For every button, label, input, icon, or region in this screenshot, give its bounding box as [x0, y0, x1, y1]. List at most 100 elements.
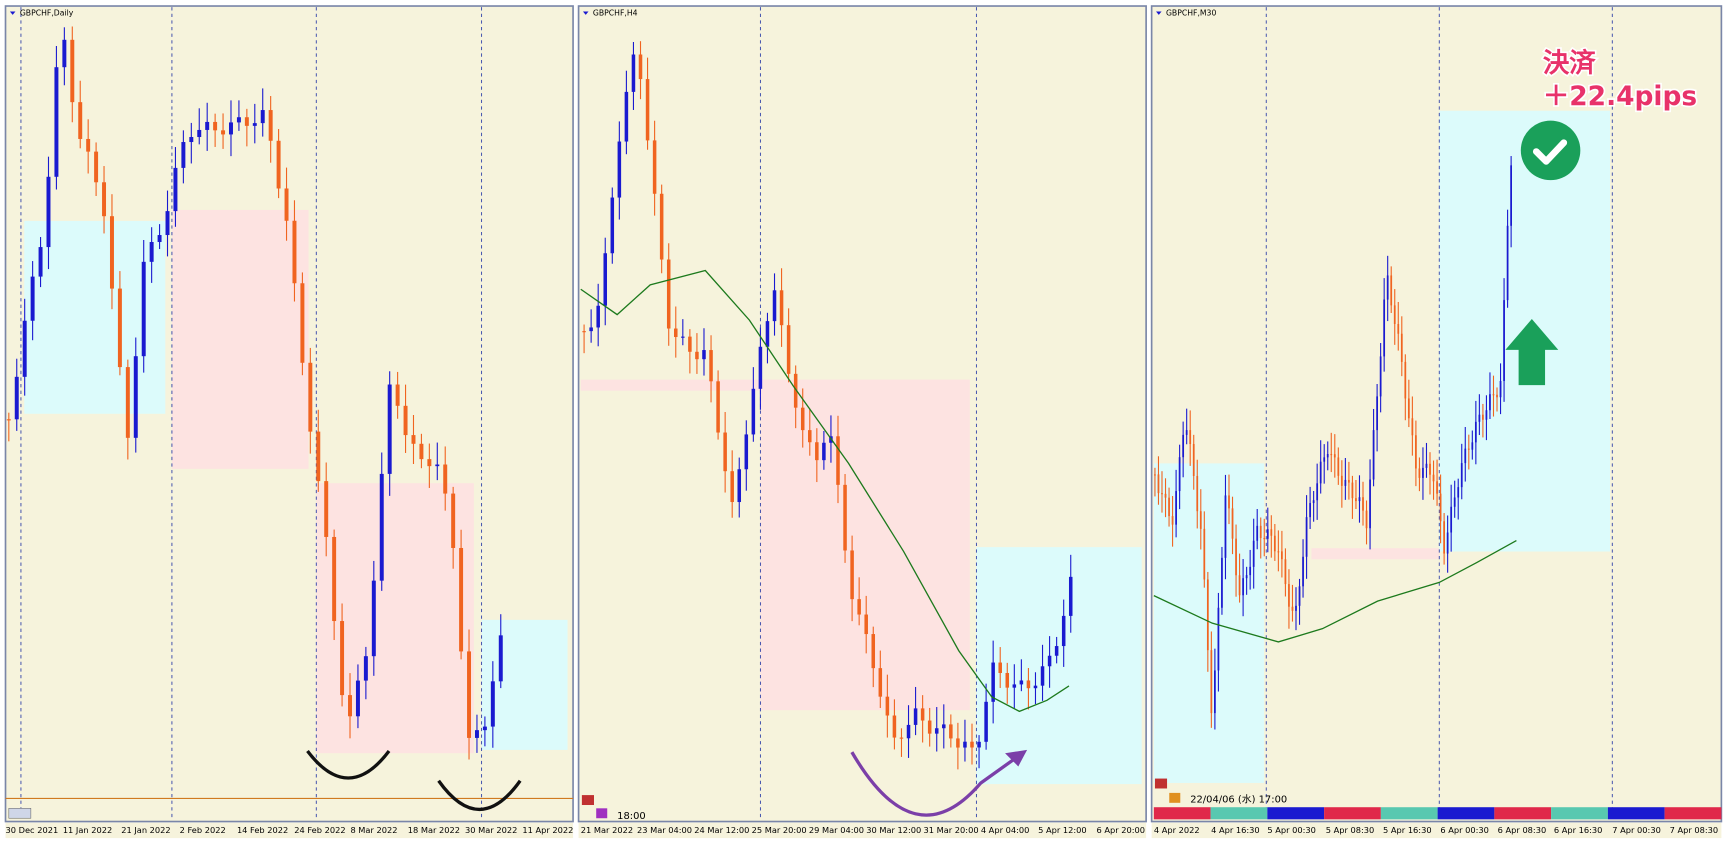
chart-panel: GBPCHF,M30 4 Apr 2022 4 Apr 16:30 5 Apr 00:…: [1150, 5, 1723, 839]
candle-body: [596, 305, 600, 328]
candle-body: [1238, 575, 1241, 596]
candle-body: [78, 102, 83, 139]
candle-body: [348, 695, 352, 717]
candle-body: [772, 290, 777, 322]
check-mark: [1532, 139, 1568, 165]
candle-body: [1012, 684, 1017, 688]
candle-body: [133, 356, 138, 438]
panel-menu-arrow: [1156, 11, 1162, 15]
x-axis-label: 21 Mar 2022: [581, 825, 633, 835]
candle-body: [1298, 586, 1301, 606]
candle-body: [94, 151, 99, 183]
candle-body: [1192, 444, 1195, 476]
candle-body: [1478, 414, 1481, 422]
candle-body: [1432, 474, 1435, 482]
candle-body: [1214, 670, 1216, 714]
x-axis-label: 6 Apr 20:00: [1097, 825, 1146, 835]
candle-body: [363, 656, 368, 681]
candle-body: [1471, 442, 1474, 450]
candle-body: [1196, 475, 1199, 512]
x-axis-label: 5 Apr 12:00: [1038, 825, 1087, 835]
candle-body: [758, 346, 763, 389]
x-axis-label: 6 Apr 16:30: [1554, 825, 1603, 835]
candle-body: [1482, 414, 1484, 420]
candle-body: [1506, 225, 1509, 301]
candle-body: [963, 741, 967, 748]
candle-body: [1439, 493, 1442, 522]
candle-body: [1464, 448, 1467, 464]
candle-body: [1436, 481, 1438, 494]
candle-body: [1206, 579, 1209, 651]
annotation-text: 決済: [1543, 48, 1596, 79]
candle-body: [617, 141, 622, 198]
candle-body: [229, 122, 233, 135]
candle-body: [1425, 463, 1428, 468]
candle-body: [1422, 467, 1424, 478]
candle-body: [1295, 605, 1297, 611]
candle-body: [1323, 457, 1326, 462]
candle-body: [1450, 506, 1453, 533]
candle-body: [1485, 410, 1488, 420]
x-axis-label: 11 Jan 2022: [63, 825, 112, 835]
candle-body: [1189, 430, 1192, 445]
toolbar-icon: [581, 795, 594, 806]
candle-body: [14, 376, 19, 420]
candle-body: [1415, 435, 1417, 469]
candle-body: [942, 724, 946, 729]
candle-body: [1256, 525, 1259, 541]
candle-body: [786, 325, 791, 374]
candle-body: [1319, 461, 1322, 484]
candle-body: [730, 471, 734, 503]
candle-body: [934, 728, 939, 734]
zone-box: [1153, 463, 1265, 783]
candle-body: [624, 91, 629, 142]
candle-body: [793, 373, 798, 408]
panel-title: GBPCHF,H4: [593, 9, 638, 18]
candle-body: [716, 381, 720, 433]
candle-body: [38, 247, 43, 277]
candle-body: [379, 473, 384, 581]
candle-body: [631, 54, 636, 92]
candle-body: [1474, 421, 1477, 443]
x-axis-label: 30 Mar 12:00: [866, 825, 921, 835]
candle-body: [1040, 666, 1045, 686]
candle-body: [899, 737, 904, 739]
candle-body: [864, 614, 868, 635]
candle-body: [702, 350, 706, 360]
x-axis-label: 11 Apr 2022: [522, 825, 573, 835]
candle-body: [387, 384, 392, 474]
x-axis-label: 6 Apr 00:30: [1440, 825, 1489, 835]
candle-body: [324, 481, 329, 537]
candle-body: [1263, 538, 1266, 540]
candle-body: [709, 350, 713, 382]
candle-body: [1273, 535, 1276, 552]
candle-body: [1259, 525, 1262, 539]
candle-body: [1492, 394, 1495, 396]
candle-body: [1182, 434, 1185, 458]
candle-body: [435, 464, 440, 467]
candle-body: [1047, 655, 1052, 667]
candle-body: [244, 117, 249, 126]
candle-body: [1266, 529, 1269, 539]
x-axis-label: 24 Mar 12:00: [694, 825, 749, 835]
candle-body: [1235, 538, 1237, 576]
curve-arrowhead: [1005, 749, 1028, 767]
candle-body: [252, 123, 257, 126]
candle-body: [956, 738, 960, 748]
u-curve: [850, 751, 1021, 817]
candle-body: [1154, 474, 1156, 476]
candle-body: [1252, 540, 1255, 567]
toolbar-icon: [8, 808, 32, 819]
candle-body: [165, 211, 170, 236]
v-shape: [437, 779, 522, 811]
candle-body: [808, 430, 812, 443]
candle-body: [173, 167, 178, 212]
candle-body: [1164, 493, 1167, 498]
x-axis-label: 31 Mar 20:00: [924, 825, 979, 835]
candle-body: [589, 327, 593, 332]
x-axis-label: 6 Apr 08:30: [1498, 825, 1547, 835]
moving-average: [1153, 539, 1517, 643]
candle-body: [991, 662, 995, 702]
candle-body: [1496, 394, 1498, 398]
